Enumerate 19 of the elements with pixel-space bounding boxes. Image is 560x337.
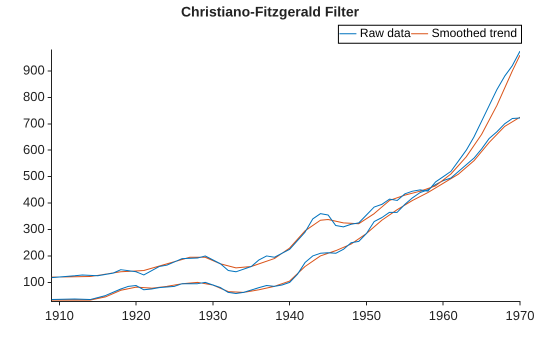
y-tick-label: 800: [22, 88, 45, 104]
y-tick-label: 300: [22, 221, 45, 236]
x-tick-label: 1950: [352, 308, 381, 323]
y-tick-label: 700: [22, 115, 45, 130]
legend-label: Raw data: [360, 26, 411, 40]
y-tick-label: 900: [22, 62, 45, 78]
y-tick-label: 600: [22, 142, 45, 157]
y-tick-label: 100: [22, 274, 45, 289]
y-tick-label: 200: [22, 248, 45, 263]
x-tick-label: 1960: [428, 308, 458, 323]
y-tick-label: 500: [22, 168, 45, 184]
legend-label: Smoothed trend: [432, 26, 517, 40]
x-tick-label: 1940: [275, 308, 304, 323]
chart-title: Christiano-Fitzgerald Filter: [180, 3, 360, 20]
x-tick-label: 1920: [122, 308, 151, 323]
x-tick-label: 1910: [44, 308, 74, 323]
x-tick-label: 1930: [198, 308, 228, 323]
y-tick-label: 400: [22, 194, 45, 210]
x-tick-label: 1970: [506, 308, 534, 323]
